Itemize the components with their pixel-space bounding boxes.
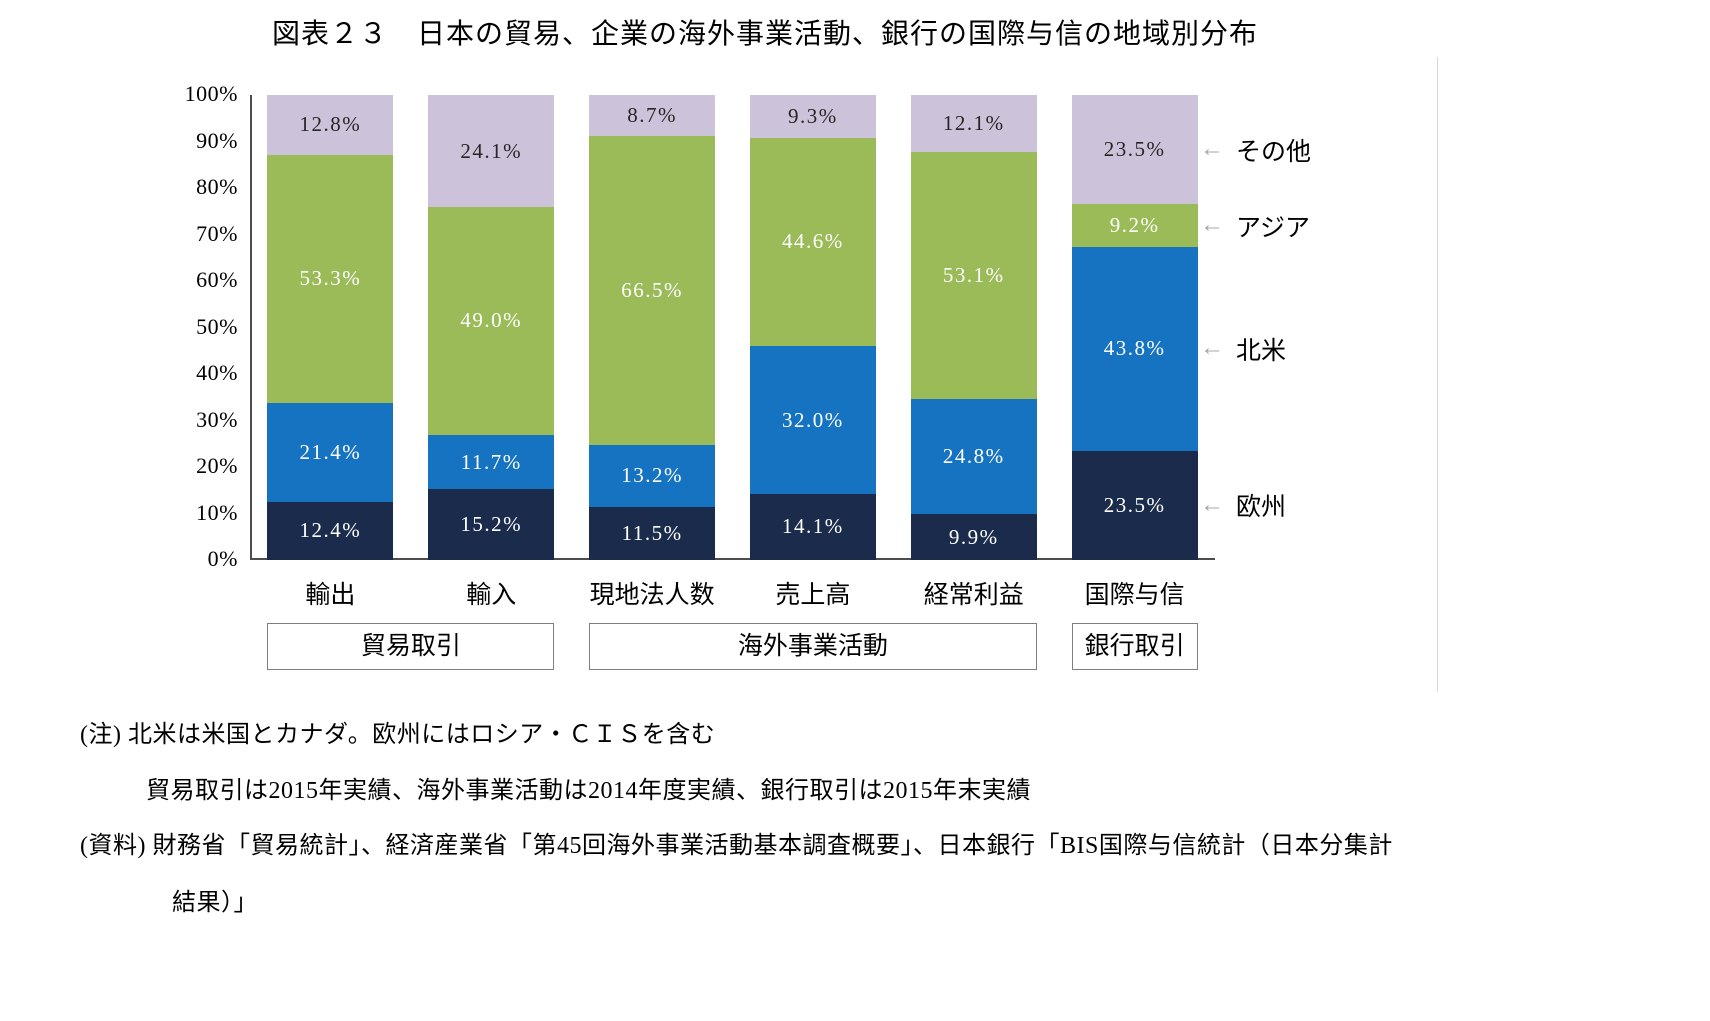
y-axis-tick-label: 0% xyxy=(207,546,238,571)
bar-segment xyxy=(267,502,394,560)
segment-value-label: 49.0% xyxy=(460,308,523,333)
y-axis-tick-label: 10% xyxy=(196,499,238,525)
segment-value-label: 8.7% xyxy=(627,103,677,128)
bar-segment xyxy=(428,207,555,435)
segment-value-label: 15.2% xyxy=(460,512,523,537)
bar-segment xyxy=(749,494,876,560)
legend-label: 北米 xyxy=(1236,337,1287,365)
legend-item: ← アジア xyxy=(1200,208,1310,244)
segment-value-label: 53.3% xyxy=(299,265,362,290)
segment-value-label: 53.1% xyxy=(942,262,1005,287)
y-axis-tick-label: 20% xyxy=(196,453,238,478)
segment-value-label: 66.5% xyxy=(621,277,683,302)
bar-segment xyxy=(589,445,716,507)
category-label: 輸入 xyxy=(466,582,517,609)
bar-segment xyxy=(589,506,716,560)
segment-value-label: 24.1% xyxy=(460,139,523,163)
segment-value-label: 9.2% xyxy=(1109,213,1160,238)
bar-segment xyxy=(267,402,394,503)
note-line-2: 貿易取引は2015年実績、海外事業活動は2014年度実績、銀行取引は2015年末… xyxy=(146,778,1031,804)
segment-value-label: 23.5% xyxy=(1103,137,1166,161)
y-axis-tick-label: 30% xyxy=(196,406,238,432)
plot-area xyxy=(250,95,1215,560)
legend-label: アジア xyxy=(1236,214,1311,242)
category-group-box: 海外事業活動 xyxy=(589,623,1037,670)
legend-label: 欧州 xyxy=(1236,494,1287,522)
bar-segment xyxy=(589,135,716,446)
bar-segment xyxy=(910,398,1037,514)
bar-segment xyxy=(1071,95,1198,205)
bar-segment xyxy=(589,95,716,136)
segment-value-label: 13.2% xyxy=(621,463,683,488)
segment-value-label: 12.1% xyxy=(942,111,1005,136)
category-label: 経常利益 xyxy=(923,582,1024,609)
segment-value-label: 9.9% xyxy=(948,524,999,549)
segment-value-label: 12.8% xyxy=(299,112,362,137)
bar-segment xyxy=(1071,247,1198,451)
segment-value-label: 24.8% xyxy=(942,443,1005,468)
y-axis-tick-label: 80% xyxy=(196,174,238,199)
y-axis-tick-label: 90% xyxy=(196,127,238,153)
segment-value-label: 11.7% xyxy=(460,449,522,474)
segment-value-label: 11.5% xyxy=(621,520,683,545)
note-source-line-2: 結果）」 xyxy=(172,890,258,916)
bar-segment xyxy=(1071,450,1198,560)
segment-value-label: 23.5% xyxy=(1103,492,1166,517)
legend-arrow-icon: ← xyxy=(1200,136,1224,163)
bar-segment xyxy=(267,95,394,155)
category-label: 国際与信 xyxy=(1084,582,1185,609)
y-axis-tick-label: 60% xyxy=(196,267,238,292)
y-axis-tick-label: 40% xyxy=(196,360,238,385)
note-source-line-1: (資料) 財務省「貿易統計」、経済産業省「第45回海外事業活動基本調査概要」、日… xyxy=(80,833,1393,859)
category-label: 現地法人数 xyxy=(589,582,715,609)
bar-segment xyxy=(749,138,876,346)
bar-segment xyxy=(428,489,555,560)
category-group-box: 銀行取引 xyxy=(1071,623,1198,670)
segment-value-label: 14.1% xyxy=(782,514,844,539)
bar-segment xyxy=(749,95,876,139)
segment-value-label: 32.0% xyxy=(782,407,844,432)
y-axis-tick-label: 50% xyxy=(196,313,238,339)
segment-value-label: 9.3% xyxy=(788,104,838,128)
y-axis-tick-label: 100% xyxy=(184,81,238,106)
legend-arrow-icon: ← xyxy=(1200,212,1224,239)
y-axis-tick-label: 70% xyxy=(196,220,238,246)
legend-label: その他 xyxy=(1236,138,1312,166)
bar-segment xyxy=(1071,204,1198,248)
bar-segment xyxy=(910,513,1037,560)
bar-segment xyxy=(267,154,394,403)
bar-segment xyxy=(428,95,555,208)
chart-title: 図表２３ 日本の貿易、企業の海外事業活動、銀行の国際与信の地域別分布 xyxy=(271,19,1258,50)
category-label: 輸出 xyxy=(305,582,356,609)
segment-value-label: 12.4% xyxy=(299,518,362,543)
note-line-1: (注) 北米は米国とカナダ。欧州にはロシア・ＣＩＳを含む xyxy=(80,722,716,748)
legend-item: ← 欧州 xyxy=(1200,487,1286,523)
bar-segment xyxy=(910,151,1037,399)
segment-value-label: 44.6% xyxy=(782,229,844,254)
bar-segment xyxy=(428,434,555,490)
category-group-box: 貿易取引 xyxy=(267,623,555,670)
legend-arrow-icon: ← xyxy=(1200,491,1224,518)
legend-arrow-icon: ← xyxy=(1200,335,1224,362)
segment-value-label: 43.8% xyxy=(1103,336,1166,361)
legend-item: ← その他 xyxy=(1200,132,1311,168)
category-label: 売上高 xyxy=(775,582,851,609)
chart-right-border xyxy=(1437,57,1438,692)
bar-segment xyxy=(910,95,1037,152)
bar-segment xyxy=(749,345,876,495)
legend-item: ← 北米 xyxy=(1200,331,1286,367)
segment-value-label: 21.4% xyxy=(299,439,362,464)
